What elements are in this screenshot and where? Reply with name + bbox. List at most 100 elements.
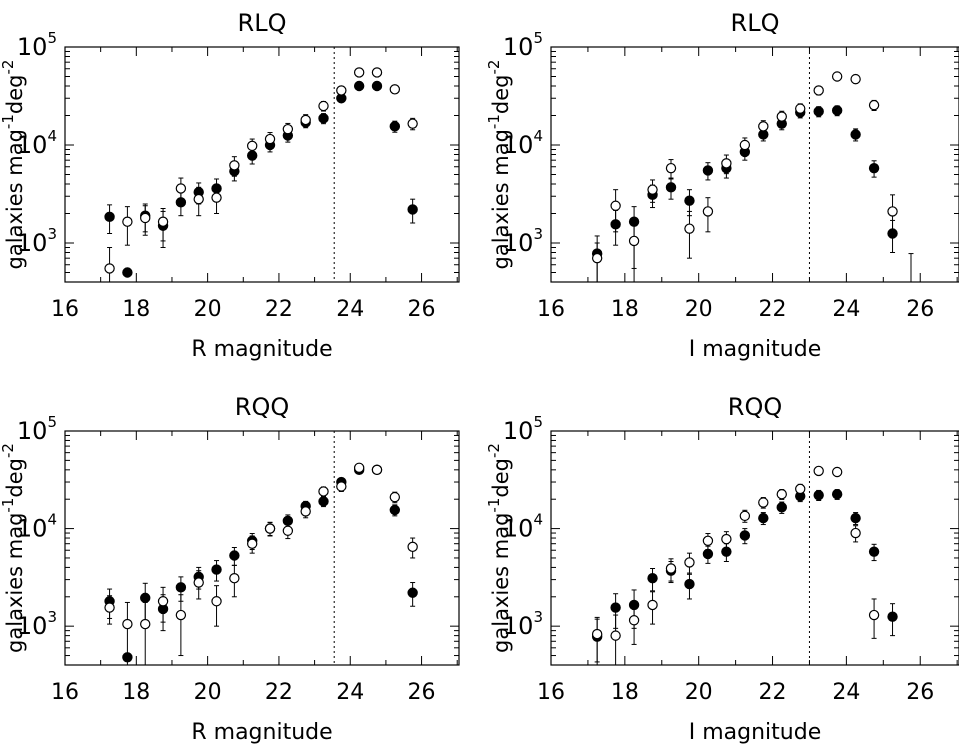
x-tick-label: 24	[832, 680, 860, 705]
data-point	[319, 114, 328, 123]
data-point	[648, 574, 657, 583]
data-point	[105, 264, 114, 273]
data-point	[685, 196, 694, 205]
y-tick-exponent: 4	[533, 127, 543, 145]
series-filled-circle	[105, 465, 417, 662]
x-tick-label: 20	[194, 680, 222, 705]
y-label-text: galaxies mag	[3, 129, 27, 269]
data-point	[248, 141, 257, 150]
y-label-exponent: -2	[0, 443, 17, 458]
data-point	[230, 551, 239, 560]
y-tick-base: 10	[503, 33, 534, 61]
data-point	[869, 610, 878, 619]
y-tick-label: 105	[17, 29, 57, 61]
data-point	[408, 588, 417, 597]
data-point	[629, 616, 638, 625]
series-filled-circle	[593, 106, 914, 282]
data-point	[372, 465, 381, 474]
x-tick-label: 24	[832, 297, 860, 322]
data-point	[194, 578, 203, 587]
data-point	[777, 503, 786, 512]
data-point	[390, 505, 399, 514]
data-point	[814, 86, 823, 95]
x-tick-label: 26	[408, 680, 436, 705]
y-label-exponent: -2	[485, 60, 503, 75]
data-point	[248, 539, 257, 548]
data-point	[796, 484, 805, 493]
data-point	[301, 115, 310, 124]
data-point	[230, 161, 239, 170]
data-point	[212, 193, 221, 202]
y-label-text: galaxies mag	[489, 513, 513, 653]
data-point	[319, 487, 328, 496]
y-axis-label: galaxies mag-1deg-2	[0, 443, 27, 653]
y-tick-label: 105	[503, 29, 543, 61]
data-point	[390, 122, 399, 131]
x-tick-label: 20	[685, 680, 713, 705]
data-point	[283, 125, 292, 134]
x-tick-label: 22	[759, 680, 787, 705]
x-tick-label: 16	[537, 297, 565, 322]
data-point	[194, 195, 203, 204]
data-point	[777, 112, 786, 121]
x-axis-label: I magnitude	[689, 337, 821, 362]
data-point	[722, 535, 731, 544]
data-point	[666, 164, 675, 173]
data-point	[355, 68, 364, 77]
data-point	[212, 597, 221, 606]
data-point	[123, 217, 132, 226]
x-tick-label: 18	[611, 680, 639, 705]
data-point	[372, 81, 381, 90]
data-point	[740, 531, 749, 540]
y-tick-exponent: 5	[47, 29, 57, 47]
plot-frame	[551, 47, 959, 282]
data-point	[337, 86, 346, 95]
x-tick-label: 18	[122, 297, 150, 322]
data-point	[685, 224, 694, 233]
data-point	[372, 68, 381, 77]
data-point	[740, 140, 749, 149]
data-point	[408, 119, 417, 128]
y-label-text: galaxies mag	[3, 513, 27, 653]
data-point	[833, 72, 842, 81]
y-tick-exponent: 3	[47, 225, 57, 243]
y-tick-exponent: 3	[47, 608, 57, 626]
data-point	[685, 558, 694, 567]
series-filled-circle	[105, 81, 417, 277]
data-point	[105, 603, 114, 612]
data-point	[833, 490, 842, 499]
data-point	[814, 491, 823, 500]
data-point	[265, 524, 274, 533]
data-point	[703, 536, 712, 545]
data-point	[703, 549, 712, 558]
y-label-exponent: -2	[0, 60, 17, 75]
data-point	[833, 106, 842, 115]
panel-title: RQQ	[728, 393, 782, 421]
data-point	[685, 579, 694, 588]
y-tick-base: 10	[17, 417, 48, 445]
y-axis-label: galaxies mag-1deg-2	[485, 443, 513, 653]
panel-title: RQQ	[235, 393, 289, 421]
x-tick-label: 16	[51, 680, 79, 705]
data-point	[666, 564, 675, 573]
data-point	[611, 631, 620, 640]
y-tick-exponent: 3	[533, 608, 543, 626]
data-point	[777, 490, 786, 499]
plot-frame	[65, 47, 459, 282]
data-point	[722, 159, 731, 168]
x-axis-label: R magnitude	[191, 720, 332, 745]
x-tick-label: 18	[122, 680, 150, 705]
data-point	[869, 164, 878, 173]
data-point	[851, 514, 860, 523]
data-point	[759, 498, 768, 507]
y-tick-exponent: 5	[533, 413, 543, 431]
x-tick-label: 16	[51, 297, 79, 322]
data-point	[648, 600, 657, 609]
data-point	[611, 201, 620, 210]
y-label-exponent: -1	[0, 114, 17, 129]
data-point	[703, 166, 712, 175]
data-point	[176, 583, 185, 592]
data-point	[390, 85, 399, 94]
